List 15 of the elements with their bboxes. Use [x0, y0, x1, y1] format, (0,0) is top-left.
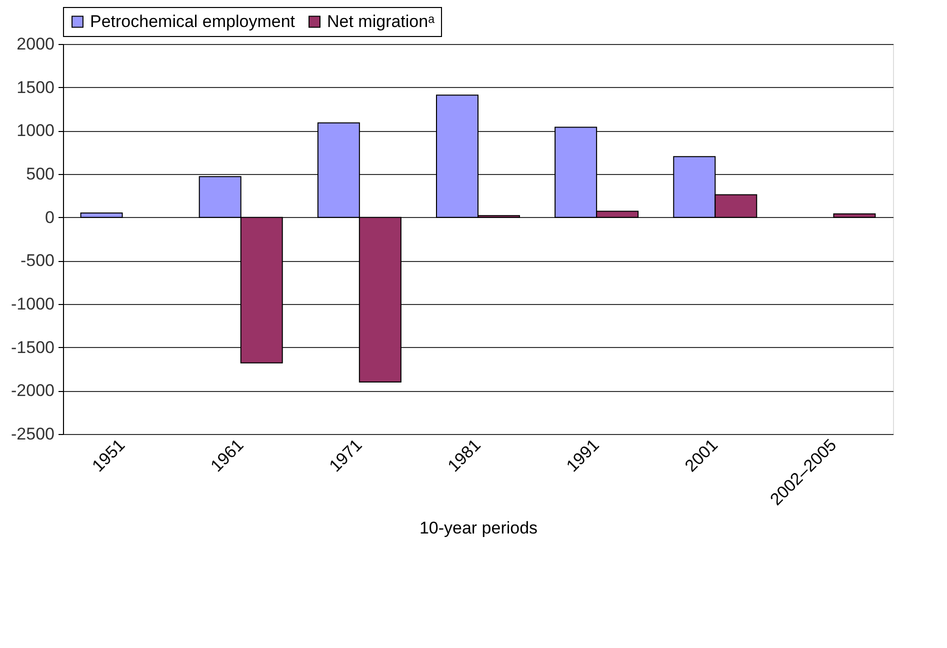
x-axis-title: 10-year periods	[419, 518, 538, 538]
y-tick-label: 0	[45, 208, 54, 227]
y-tick-label: 1000	[16, 121, 54, 140]
y-tick-label: -1500	[11, 338, 54, 357]
y-tick-label: -1000	[11, 294, 54, 314]
y-tick-label: 1500	[16, 78, 54, 97]
y-tick-label: -500	[20, 251, 54, 270]
legend-label: Petrochemical employment	[90, 12, 296, 31]
y-tick-label: 500	[26, 164, 54, 184]
y-tick-label: 2000	[16, 34, 54, 54]
bar	[80, 212, 123, 218]
legend-label: Net migrationᵃ	[327, 12, 436, 31]
bar	[833, 213, 876, 218]
y-tick-label: -2500	[11, 424, 54, 444]
y-tick-label: -2000	[11, 381, 54, 400]
